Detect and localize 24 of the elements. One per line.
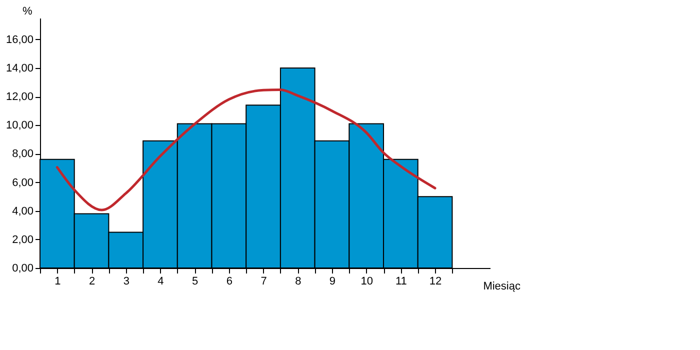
y-tick-label: 6,00 [12, 176, 34, 189]
x-tick-label: 11 [395, 276, 407, 288]
line-series [56, 88, 436, 212]
y-tick-label: 12,00 [6, 91, 34, 104]
y-tick-label: 0,00 [12, 262, 34, 274]
y-tick-label: 8,00 [12, 148, 34, 160]
x-tick-label: 1 [54, 276, 61, 288]
x-tick-label: 12 [429, 276, 442, 288]
x-tick-label: 10 [360, 276, 373, 288]
y-tick-label: 10,00 [6, 120, 34, 132]
y-tick-label: 16,00 [6, 34, 34, 46]
x-tick-label: 7 [260, 276, 267, 288]
x-axis-title: Miesiąc [483, 280, 521, 292]
y-tick-label: 14,00 [6, 62, 34, 74]
x-tick-label: 3 [123, 276, 130, 288]
x-tick-label: 4 [158, 276, 164, 288]
y-tick-label: 2,00 [12, 234, 34, 246]
x-tick-label: 6 [226, 276, 232, 288]
y-axis-title: % [22, 6, 32, 18]
x-tick-label: 8 [295, 276, 302, 288]
x-tick-label: 9 [329, 276, 336, 288]
y-tick-label: 4,00 [12, 205, 34, 218]
x-tick-label: 5 [192, 276, 198, 288]
x-tick-label: 2 [88, 276, 96, 288]
